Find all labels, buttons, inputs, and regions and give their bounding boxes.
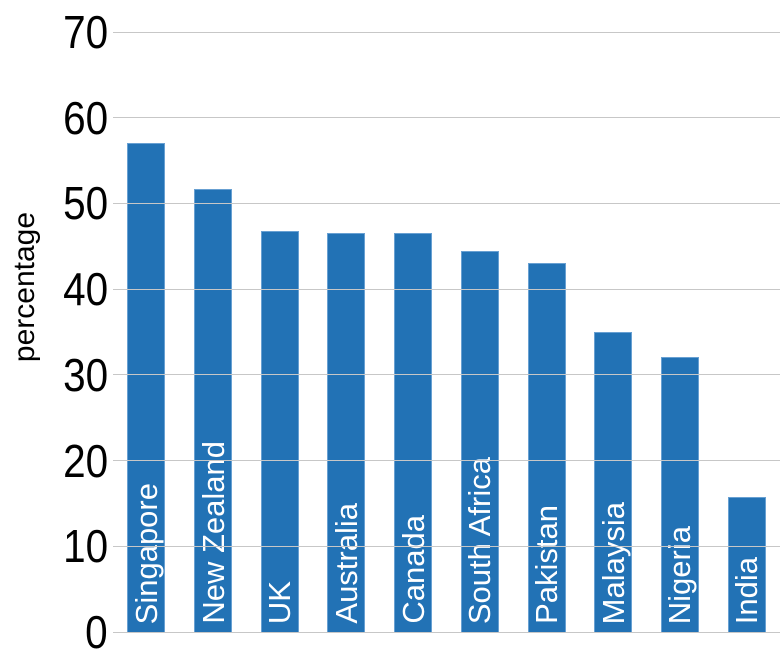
bar-slot: Malaysia xyxy=(580,32,647,632)
y-tick-label: 20 xyxy=(62,434,108,487)
bar-label: UK xyxy=(262,580,298,624)
bar-slot: Pakistan xyxy=(513,32,580,632)
bar-slot: Nigeria xyxy=(647,32,714,632)
y-axis-label: percentage xyxy=(8,211,41,363)
bar-label: Malaysia xyxy=(595,501,631,624)
bar-slot: Australia xyxy=(313,32,380,632)
gridline xyxy=(113,202,780,204)
bar-australia: Australia xyxy=(327,232,366,632)
bar-slot: UK xyxy=(246,32,313,632)
bar-canada: Canada xyxy=(394,232,433,632)
bars-container: Singapore New Zealand UK Australia Canada Sou… xyxy=(113,32,780,632)
bar-slot: Canada xyxy=(380,32,447,632)
gridline xyxy=(113,288,780,290)
bar-label: Nigeria xyxy=(662,525,698,624)
y-tick-label: 0 xyxy=(85,606,108,658)
y-tick-label: 70 xyxy=(62,6,108,58)
bar-malaysia: Malaysia xyxy=(594,332,633,632)
bar-label: New Zealand xyxy=(195,441,231,624)
bar-label: Singapore xyxy=(128,482,164,624)
bar-south-africa: South Africa xyxy=(460,250,499,632)
plot-area: Singapore New Zealand UK Australia Canada Sou… xyxy=(113,31,780,633)
gridline xyxy=(113,631,780,633)
bar-singapore: Singapore xyxy=(127,143,166,632)
y-tick-label: 50 xyxy=(62,177,108,230)
bar-pakistan: Pakistan xyxy=(527,263,566,632)
gridline xyxy=(113,460,780,462)
gridline xyxy=(113,117,780,119)
y-tick-label: 40 xyxy=(62,263,108,316)
bar-nigeria: Nigeria xyxy=(660,356,699,632)
bar-india: India xyxy=(727,496,766,632)
bar-slot: Singapore xyxy=(113,32,180,632)
bar-uk: UK xyxy=(260,230,299,632)
bar-label: Australia xyxy=(328,503,364,624)
bar-label: South Africa xyxy=(462,456,498,624)
bar-label: Canada xyxy=(395,515,431,624)
y-tick-label: 60 xyxy=(62,91,108,144)
y-tick-label: 10 xyxy=(62,520,108,573)
gridline xyxy=(113,545,780,547)
bar-slot: India xyxy=(713,32,780,632)
gridline xyxy=(113,31,780,33)
bar-label: Pakistan xyxy=(529,505,565,624)
bar-slot: New Zealand xyxy=(180,32,247,632)
bar-slot: South Africa xyxy=(447,32,514,632)
y-tick-label: 30 xyxy=(62,348,108,401)
bar-label: India xyxy=(729,556,765,624)
gridline xyxy=(113,374,780,376)
bar-new-zealand: New Zealand xyxy=(194,188,233,632)
